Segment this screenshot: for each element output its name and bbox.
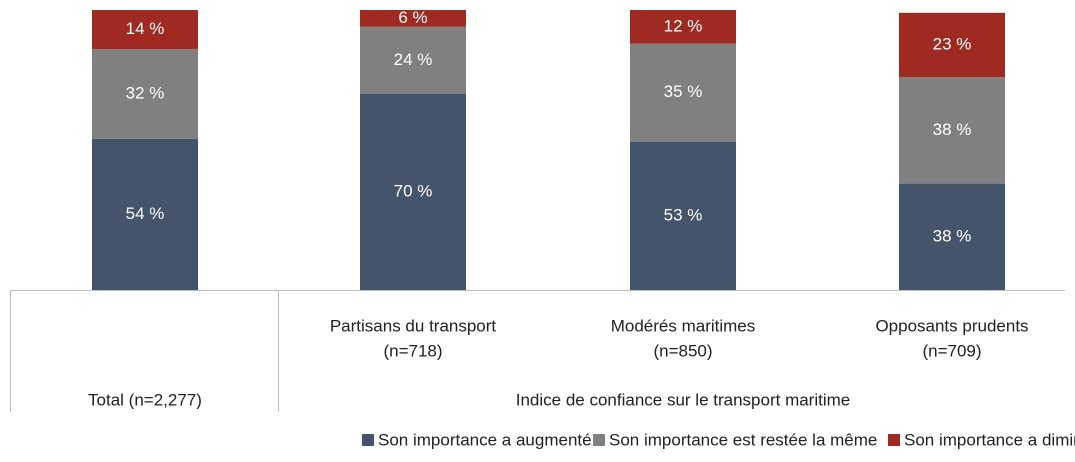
category-label: (n=850) — [653, 341, 712, 360]
value-label: 70 % — [394, 181, 433, 200]
bar-segment — [899, 77, 1005, 184]
bar-segment — [630, 141, 736, 290]
bar-segment — [92, 10, 198, 50]
legend-swatch — [593, 434, 605, 446]
category-label: Opposants prudents — [875, 316, 1028, 335]
bar-segment — [92, 49, 198, 139]
legend-label: Son importance a diminué — [904, 430, 1075, 449]
bar-segment — [899, 12, 1005, 78]
legend-label: Son importance a augmenté — [378, 430, 592, 449]
legend-swatch — [362, 434, 374, 446]
value-label: 38 % — [933, 120, 972, 139]
bar-segment — [899, 183, 1005, 290]
category-label: Modérés maritimes — [611, 316, 756, 335]
value-label: 38 % — [933, 226, 972, 245]
bar-segment — [360, 94, 466, 290]
category-label: (n=718) — [383, 341, 442, 360]
value-label: 12 % — [664, 16, 703, 35]
value-label: 35 % — [664, 82, 703, 101]
value-label: 6 % — [398, 8, 427, 27]
legend-label: Son importance est restée la même — [609, 430, 877, 449]
value-label: 32 % — [126, 83, 165, 102]
value-label: 14 % — [126, 19, 165, 38]
legend-swatch — [888, 434, 900, 446]
group-label: Indice de confiance sur le transport mar… — [516, 390, 851, 409]
value-label: 54 % — [126, 204, 165, 223]
bar-segment — [630, 10, 736, 44]
bar-segment — [360, 26, 466, 94]
value-label: 24 % — [394, 50, 433, 69]
category-label: (n=709) — [922, 341, 981, 360]
category-label: Partisans du transport — [330, 316, 497, 335]
value-label: 23 % — [933, 34, 972, 53]
value-label: 53 % — [664, 205, 703, 224]
category-label: Total (n=2,277) — [88, 390, 202, 409]
bar-segment — [630, 43, 736, 142]
bar-segment — [92, 138, 198, 290]
bar-segment — [360, 10, 466, 27]
